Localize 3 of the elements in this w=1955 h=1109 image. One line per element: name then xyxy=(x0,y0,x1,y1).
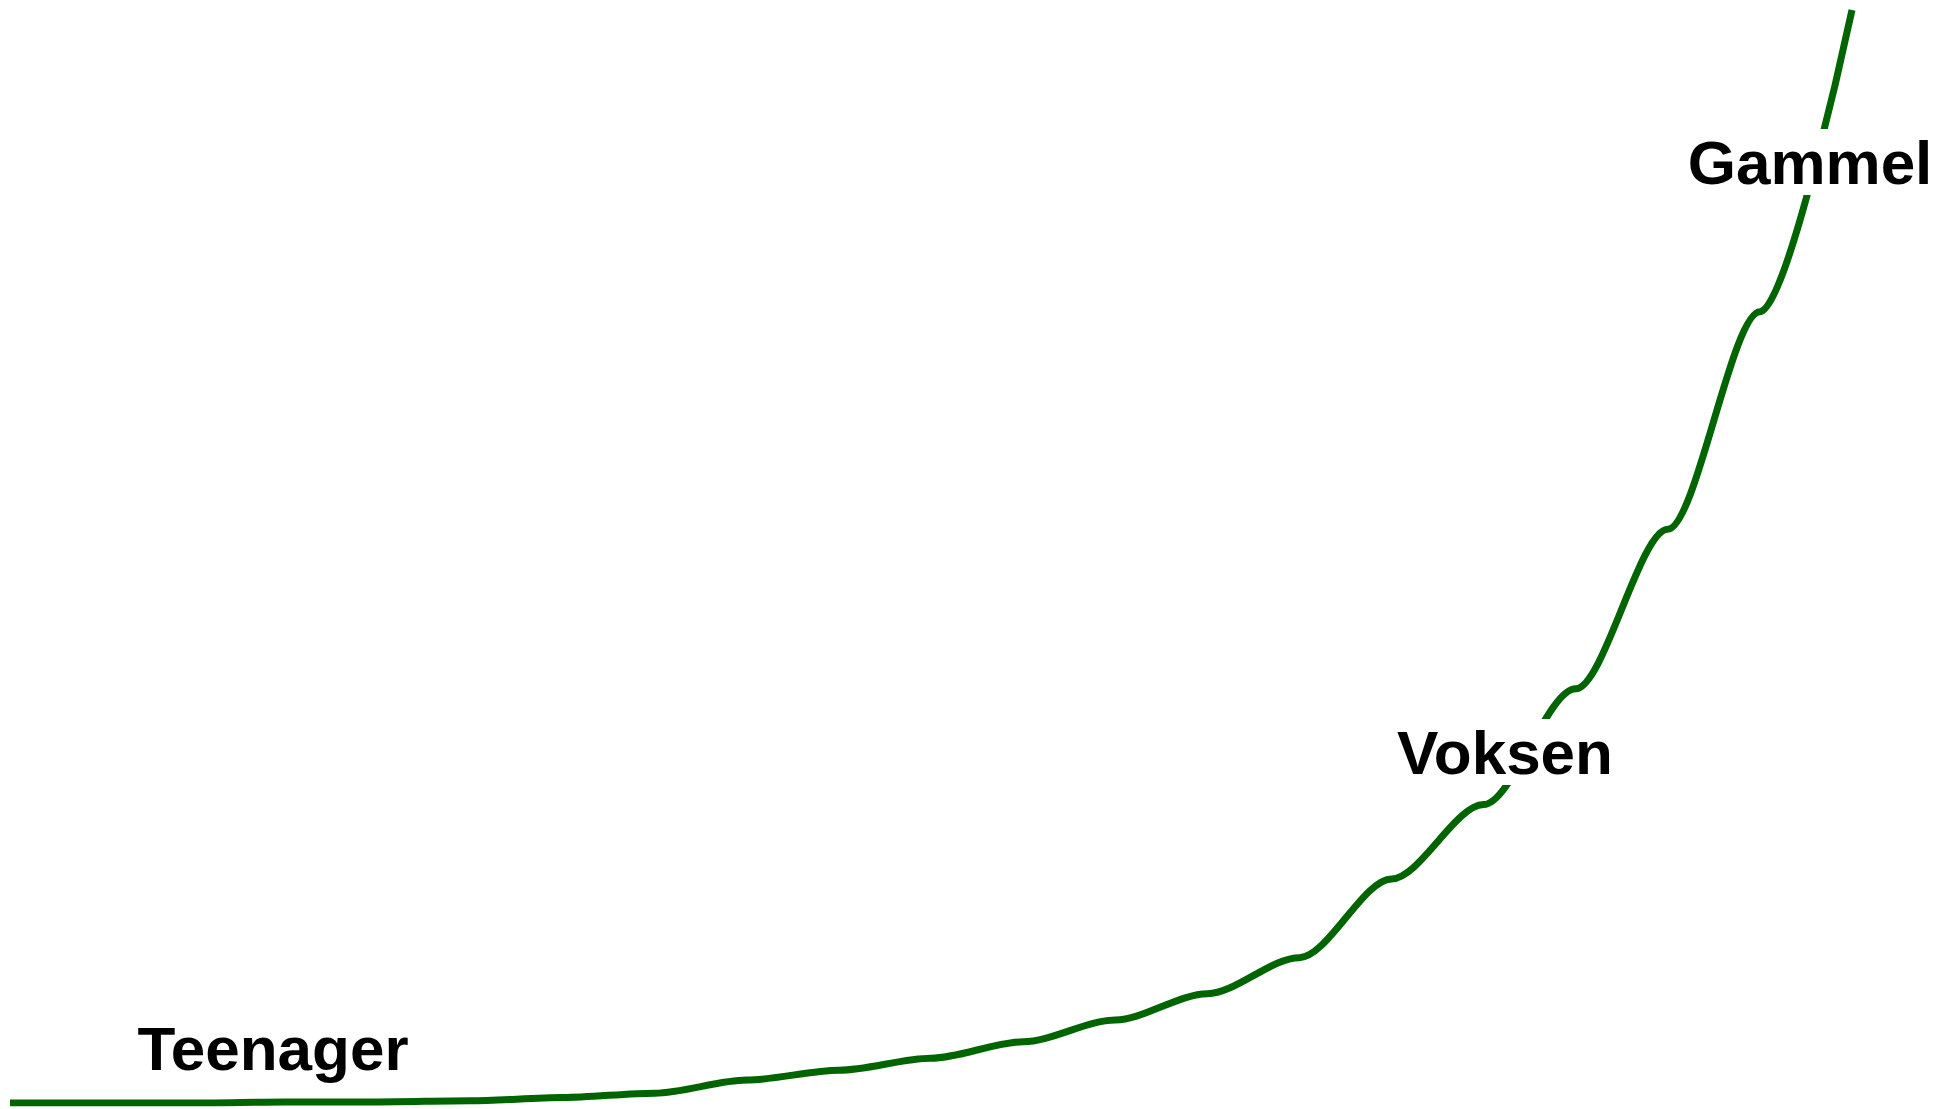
annotation: Gammel xyxy=(1687,127,1933,197)
annotation: Teenager xyxy=(137,1013,409,1083)
annotation: Voksen xyxy=(1397,717,1613,787)
